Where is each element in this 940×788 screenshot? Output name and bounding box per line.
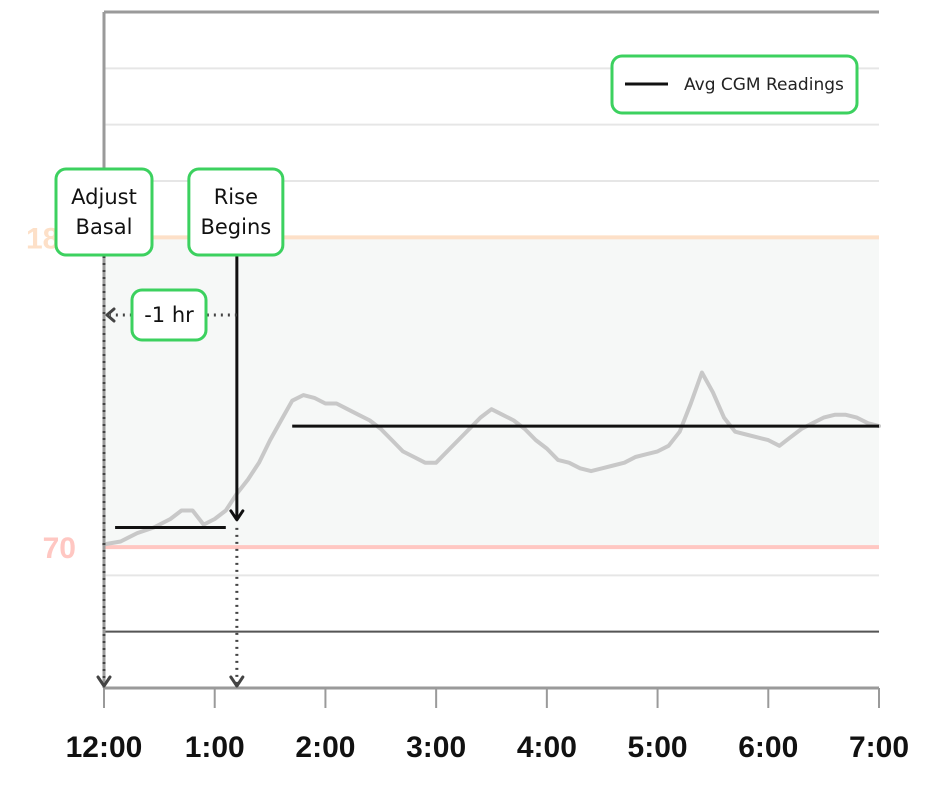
adjust-basal-arrowhead [96, 675, 112, 688]
avg-cgm-line [115, 424, 879, 529]
adjust-basal-label-text: Basal [76, 215, 133, 239]
x-tick-label: 1:00 [185, 731, 245, 764]
x-tick-label: 3:00 [406, 731, 466, 764]
series-layer [115, 424, 879, 529]
threshold-label-70: 70 [43, 532, 76, 565]
annotation-layer: Adjust Basal Rise Begins -1 hr [54, 167, 285, 688]
x-tick-label: 12:00 [66, 731, 143, 764]
target-range-band [104, 237, 879, 548]
rise-begins-label-text: Begins [200, 215, 271, 239]
adjust-basal-label-text: Adjust [71, 185, 137, 209]
legend: Avg CGM Readings [610, 54, 859, 115]
x-tick-label: 7:00 [849, 731, 909, 764]
target-band-layer [104, 237, 879, 548]
offset-label-text: -1 hr [144, 303, 194, 327]
x-tick-label: 5:00 [628, 731, 688, 764]
rise-begins-axis-arrowhead [229, 675, 245, 688]
axis-layer: 12:00 1:00 2:00 3:00 4:00 5:00 6:00 7:00 [66, 10, 909, 764]
offset-arrowhead [105, 307, 116, 323]
legend-box [610, 54, 859, 115]
cgm-trace-line [102, 370, 881, 547]
x-tick-label: 6:00 [738, 731, 798, 764]
offset-label-box [130, 288, 208, 342]
rise-begins-arrowhead [229, 509, 245, 522]
rise-begins-label-text: Rise [214, 185, 258, 209]
x-tick-label: 4:00 [517, 731, 577, 764]
rise-begins-label-box [187, 167, 285, 257]
legend-label: Avg CGM Readings [684, 75, 844, 95]
cgm-trace-layer [102, 370, 881, 547]
x-tick-label: 2:00 [295, 731, 355, 764]
adjust-basal-label-box [54, 167, 154, 257]
